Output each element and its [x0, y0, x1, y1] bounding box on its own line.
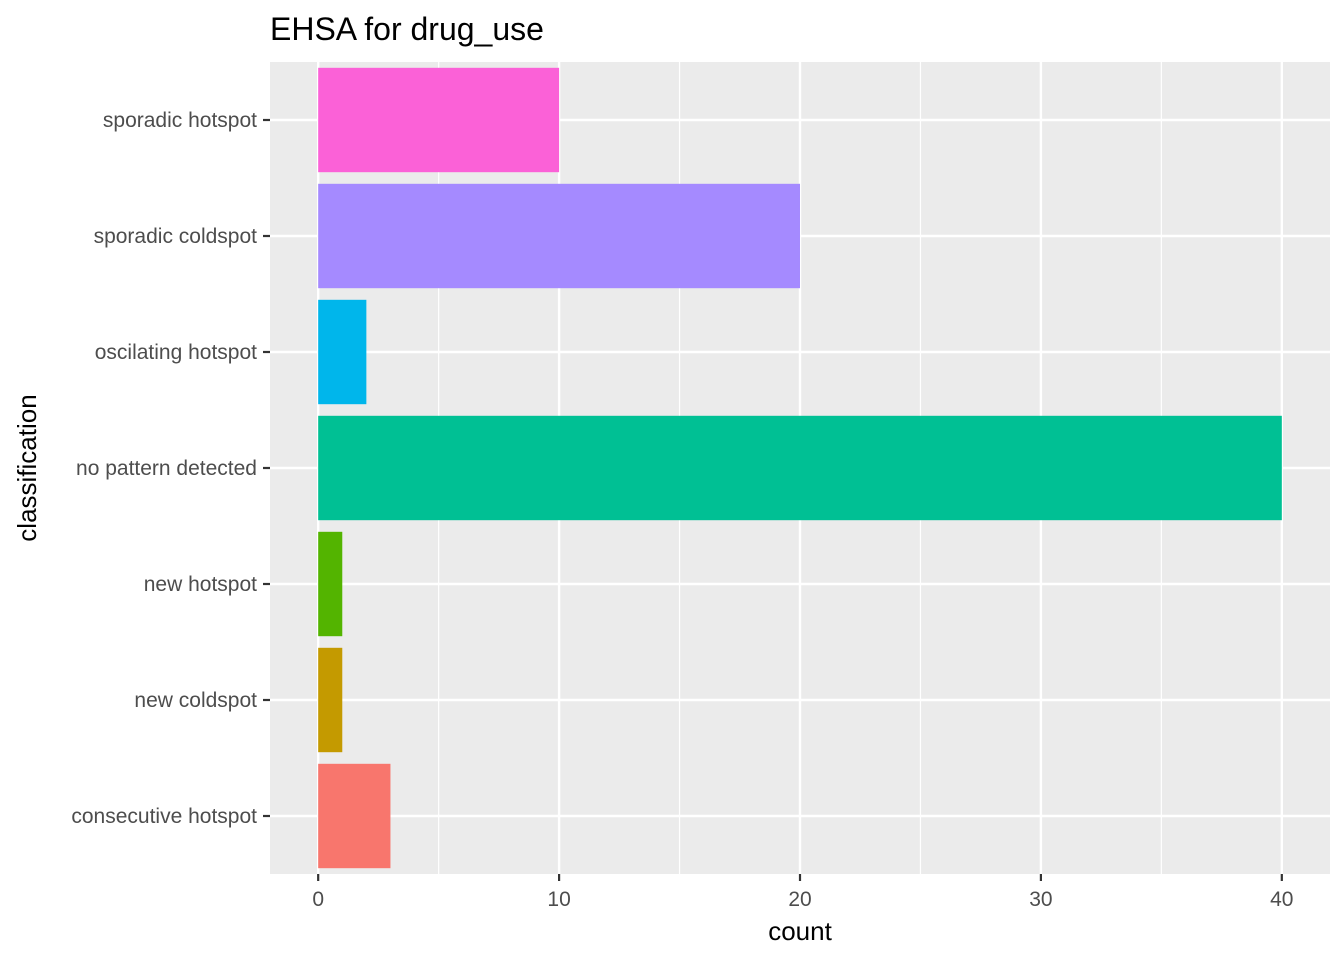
y-tick-label: consecutive hotspot [71, 805, 257, 828]
x-tick-label: 40 [1270, 888, 1293, 911]
bar-sporadic-coldspot [318, 183, 800, 289]
y-tick-label: new coldspot [134, 689, 257, 712]
x-tick-label: 10 [547, 888, 570, 911]
y-tick-label: no pattern detected [76, 457, 257, 480]
y-tick-label: sporadic coldspot [94, 225, 258, 248]
x-tick-label: 0 [312, 888, 324, 911]
bar-oscilating-hotspot [318, 299, 367, 405]
y-tick-label: sporadic hotspot [103, 109, 257, 132]
bar-new-coldspot [318, 647, 343, 753]
bar-sporadic-hotspot [318, 67, 560, 173]
x-tick-label: 30 [1029, 888, 1052, 911]
y-axis-title: classification [12, 394, 42, 541]
bar-new-hotspot [318, 531, 343, 637]
y-tick-label: oscilating hotspot [95, 341, 257, 364]
chart-title: EHSA for drug_use [270, 11, 544, 47]
bar-no-pattern-detected [318, 415, 1282, 521]
bars [318, 67, 1282, 869]
x-tick-label: 20 [788, 888, 811, 911]
bar-consecutive-hotspot [318, 763, 391, 869]
x-axis: 0 10 20 30 40 [312, 874, 1293, 911]
y-tick-label: new hotspot [144, 573, 257, 596]
x-axis-title: count [768, 916, 832, 946]
y-axis: consecutive hotspot new coldspot new hotsp… [71, 109, 270, 828]
